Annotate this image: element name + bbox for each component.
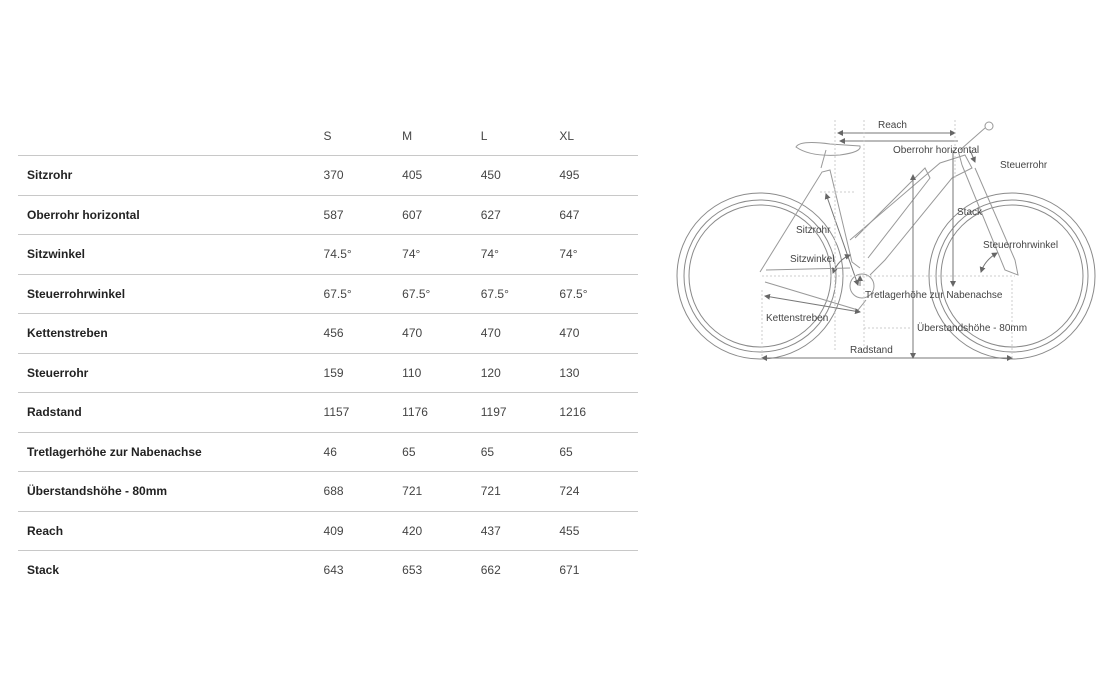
cell-l: 437 [480, 511, 560, 551]
cell-m: 470 [402, 313, 481, 354]
column-header-s: S [323, 117, 403, 156]
cell-xl: 671 [559, 563, 580, 578]
cell-xl: 74° [559, 234, 638, 275]
cell-l: 721 [480, 471, 560, 512]
table-row: Oberrohr horizontal 587 607 627 647 [18, 195, 638, 235]
cell-m: 67.5° [402, 274, 481, 314]
cell-xl: 1216 [559, 392, 638, 433]
table-row: Überstandshöhe - 80mm 688 721 721 724 [18, 471, 638, 512]
cell-s: 587 [323, 195, 403, 235]
row-label: Radstand [18, 392, 324, 433]
row-label: Reach [18, 511, 324, 551]
cell-xl: 647 [559, 195, 638, 235]
label-steuerrohr: Steuerrohr [1000, 160, 1048, 171]
table-row: Stack 643 653 662 671 [18, 551, 638, 590]
table-row: Steuerrohr 159 110 120 130 [18, 353, 638, 393]
cell-m: 405 [402, 155, 481, 196]
label-oberrohr-horizontal: Oberrohr horizontal [893, 145, 979, 156]
cell-l: 67.5° [480, 274, 560, 314]
cell-xl: 470 [559, 313, 638, 354]
label-sitzrohr: Sitzrohr [796, 225, 831, 236]
row-label: Überstandshöhe - 80mm [18, 471, 324, 512]
cell-l: 450 [480, 155, 560, 196]
table-row: Kettenstreben 456 470 470 470 [18, 313, 638, 354]
bike-frame [759, 121, 1019, 311]
cell-l: 627 [480, 195, 560, 235]
label-tretlagerhoehe: Tretlagerhöhe zur Nabenachse [865, 290, 1003, 301]
cell-l: 120 [480, 353, 560, 393]
cell-m: 607 [402, 195, 481, 235]
cell-l: 662 [480, 563, 501, 578]
cell-s: 67.5° [323, 274, 403, 314]
cell-m: 721 [402, 471, 481, 512]
column-header-xl: XL [559, 117, 638, 156]
row-label: Stack [27, 563, 60, 578]
cell-xl: 495 [559, 155, 638, 196]
table-row: Sitzwinkel 74.5° 74° 74° 74° [18, 234, 638, 275]
label-radstand: Radstand [850, 345, 893, 356]
dimension-lines [761, 130, 1013, 361]
cell-xl: 67.5° [559, 274, 638, 314]
row-label: Steuerrohr [18, 353, 324, 393]
cell-s: 409 [323, 511, 403, 551]
row-label: Oberrohr horizontal [18, 195, 324, 235]
table-row: Sitzrohr 370 405 450 495 [18, 155, 638, 196]
row-label: Kettenstreben [18, 313, 324, 354]
cell-s: 46 [323, 432, 403, 472]
table-row: Radstand 1157 1176 1197 1216 [18, 392, 638, 433]
cell-s: 1157 [323, 392, 403, 433]
cell-xl: 724 [559, 471, 638, 512]
table-header-row: S M L XL [18, 117, 638, 156]
cell-xl: 65 [559, 432, 638, 472]
row-label: Sitzrohr [18, 155, 324, 196]
cell-xl: 455 [559, 511, 638, 551]
row-label: Sitzwinkel [18, 234, 324, 275]
geometry-table: S M L XL Sitzrohr 370 405 450 495 Oberrohr ho… [18, 117, 638, 590]
column-header-l: L [480, 117, 560, 156]
cell-s: 370 [323, 155, 403, 196]
cell-m: 110 [402, 353, 481, 393]
cell-l: 65 [480, 432, 560, 472]
guide-lines [761, 120, 1015, 360]
cell-s: 688 [323, 471, 403, 512]
row-label: Tretlagerhöhe zur Nabenachse [18, 432, 324, 472]
cell-m: 653 [402, 563, 423, 578]
cell-m: 420 [402, 511, 481, 551]
cell-m: 74° [402, 234, 481, 275]
table-row: Reach 409 420 437 455 [18, 511, 638, 551]
label-kettenstreben: Kettenstreben [766, 313, 828, 324]
label-steuerrohrwinkel: Steuerrohrwinkel [983, 240, 1058, 251]
header-empty [18, 117, 324, 156]
cell-l: 1197 [480, 392, 560, 433]
column-header-m: M [402, 117, 481, 156]
cell-m: 1176 [402, 392, 481, 433]
cell-m: 65 [402, 432, 481, 472]
cell-s: 159 [323, 353, 403, 393]
label-ueberstandshoehe: Überstandshöhe - 80mm [917, 322, 1027, 334]
cell-s: 74.5° [323, 234, 403, 275]
cell-l: 470 [480, 313, 560, 354]
cell-s: 643 [323, 563, 344, 578]
cell-xl: 130 [559, 353, 638, 393]
cell-s: 456 [323, 313, 403, 354]
table-row: Tretlagerhöhe zur Nabenachse 46 65 65 65 [18, 432, 638, 472]
table-row: Steuerrohrwinkel 67.5° 67.5° 67.5° 67.5° [18, 274, 638, 314]
row-label: Steuerrohrwinkel [18, 274, 324, 314]
label-reach: Reach [878, 120, 907, 131]
label-sitzwinkel: Sitzwinkel [790, 254, 834, 265]
label-stack: Stack [957, 207, 983, 218]
cell-l: 74° [480, 234, 560, 275]
